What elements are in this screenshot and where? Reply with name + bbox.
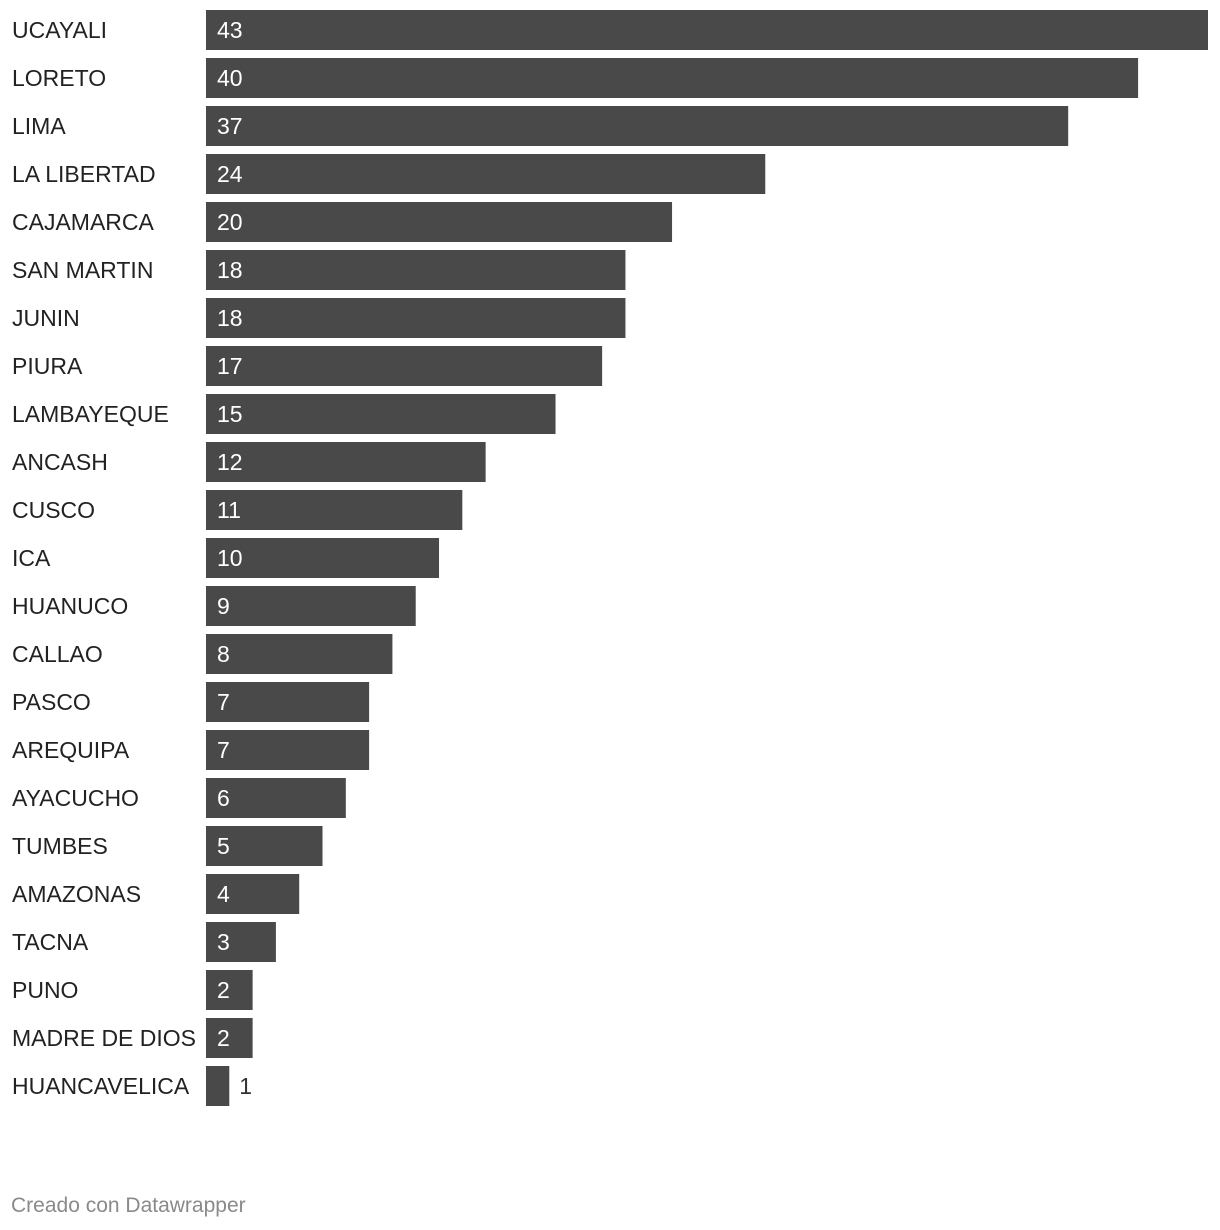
- bar[interactable]: [206, 586, 416, 626]
- value-label: 12: [217, 449, 243, 475]
- value-label: 6: [217, 785, 230, 811]
- bar[interactable]: [206, 58, 1139, 98]
- bar[interactable]: [206, 1018, 253, 1058]
- value-label: 5: [217, 833, 230, 859]
- category-label: CUSCO: [12, 497, 95, 523]
- bar[interactable]: [206, 394, 556, 434]
- value-label: 18: [217, 257, 243, 283]
- bar[interactable]: [206, 730, 370, 770]
- bar[interactable]: [206, 682, 370, 722]
- value-label: 7: [217, 689, 230, 715]
- category-label: AMAZONAS: [12, 881, 141, 907]
- category-label: TACNA: [12, 929, 89, 955]
- bar[interactable]: [206, 250, 626, 290]
- value-label: 17: [217, 353, 243, 379]
- bar[interactable]: [206, 538, 440, 578]
- value-label: 7: [217, 737, 230, 763]
- category-label: HUANUCO: [12, 593, 128, 619]
- bar[interactable]: [206, 106, 1069, 146]
- value-label: 8: [217, 641, 230, 667]
- category-label: LAMBAYEQUE: [12, 401, 169, 427]
- bar[interactable]: [206, 874, 300, 914]
- category-label: UCAYALI: [12, 17, 107, 43]
- bar[interactable]: [206, 154, 766, 194]
- value-label: 18: [217, 305, 243, 331]
- category-label: MADRE DE DIOS: [12, 1025, 196, 1051]
- value-label: 15: [217, 401, 243, 427]
- bar[interactable]: [206, 634, 393, 674]
- bar[interactable]: [206, 490, 463, 530]
- category-label: PASCO: [12, 689, 91, 715]
- value-label: 37: [217, 113, 243, 139]
- credit-text[interactable]: Creado con Datawrapper: [11, 1194, 246, 1217]
- category-label: ANCASH: [12, 449, 108, 475]
- category-label: HUANCAVELICA: [12, 1073, 190, 1099]
- category-label: PUNO: [12, 977, 78, 1003]
- category-label: TUMBES: [12, 833, 108, 859]
- bar[interactable]: [206, 970, 253, 1010]
- bar[interactable]: [206, 10, 1208, 50]
- value-label: 10: [217, 545, 243, 571]
- bar[interactable]: [206, 346, 603, 386]
- category-label: AYACUCHO: [12, 785, 139, 811]
- value-label: 1: [239, 1073, 252, 1099]
- value-label: 43: [217, 17, 243, 43]
- category-label: LA LIBERTAD: [12, 161, 156, 187]
- category-label: SAN MARTIN: [12, 257, 153, 283]
- value-label: 11: [217, 497, 241, 523]
- category-label: PIURA: [12, 353, 83, 379]
- value-label: 2: [217, 1025, 230, 1051]
- value-label: 24: [217, 161, 243, 187]
- value-label: 2: [217, 977, 230, 1003]
- value-label: 20: [217, 209, 243, 235]
- bar[interactable]: [206, 202, 673, 242]
- bar[interactable]: [206, 922, 276, 962]
- category-label: LIMA: [12, 113, 66, 139]
- value-label: 3: [217, 929, 230, 955]
- category-label: JUNIN: [12, 305, 80, 331]
- bar[interactable]: [206, 826, 323, 866]
- value-label: 40: [217, 65, 243, 91]
- category-label: ICA: [12, 545, 51, 571]
- value-label: 9: [217, 593, 230, 619]
- category-label: CAJAMARCA: [12, 209, 155, 235]
- bar[interactable]: [206, 298, 626, 338]
- value-label: 4: [217, 881, 230, 907]
- category-label: AREQUIPA: [12, 737, 130, 763]
- category-label: CALLAO: [12, 641, 103, 667]
- bar[interactable]: [206, 1066, 230, 1106]
- category-label: LORETO: [12, 65, 106, 91]
- bar[interactable]: [206, 778, 346, 818]
- bar[interactable]: [206, 442, 486, 482]
